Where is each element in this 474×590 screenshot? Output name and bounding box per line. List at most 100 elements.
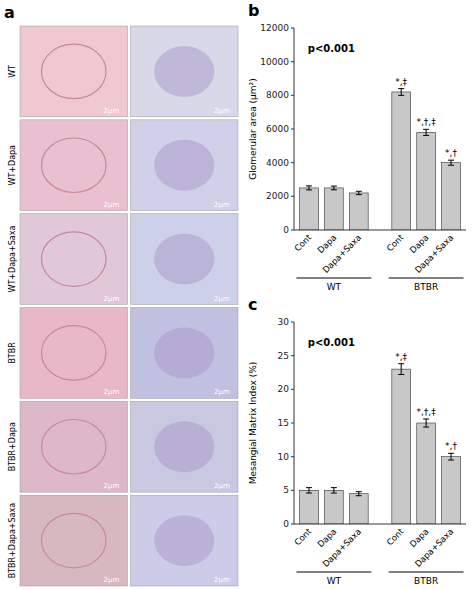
- blob: [154, 140, 214, 191]
- error-stem: [451, 453, 452, 460]
- scale-bar-label: 2μm: [104, 576, 120, 584]
- error-cap: [448, 460, 454, 461]
- error-stem: [358, 492, 359, 496]
- image-cell: 2μm: [20, 26, 128, 117]
- group-line: [389, 278, 464, 279]
- error-stem: [426, 419, 427, 427]
- error-cap: [331, 493, 337, 494]
- y-tick-label: 0: [283, 519, 289, 529]
- error-bar: [423, 129, 429, 135]
- x-tick-label: Dapa: [408, 232, 431, 255]
- x-tick-label: Dapa: [408, 526, 431, 549]
- cell: [20, 26, 128, 117]
- error-cap: [356, 491, 362, 492]
- scale-bar-label: 2μm: [104, 295, 120, 303]
- bar: [300, 490, 319, 524]
- y-axis-label: Glomerular area (μm²): [248, 78, 258, 179]
- bar: [300, 188, 319, 230]
- blob: [154, 515, 214, 566]
- error-cap: [448, 453, 454, 454]
- group-label: WT: [327, 282, 342, 292]
- error-stem: [333, 186, 334, 190]
- blob: [154, 327, 214, 378]
- blob: [154, 234, 214, 285]
- image-cell: 2μm: [131, 214, 239, 305]
- cell: [20, 495, 128, 586]
- cell: [20, 120, 128, 211]
- outline: [42, 232, 107, 287]
- figure: aWT2μm2μmWT+Dapa2μm2μmWT+Dapa+Saxa2μm2μm…: [0, 0, 474, 590]
- annotation: *,†: [445, 148, 457, 158]
- x-tick-label: Dapa+Saxa: [321, 232, 364, 275]
- x-axis: [294, 524, 466, 525]
- annotation: *,†,‡: [416, 407, 436, 417]
- error-cap: [423, 129, 429, 130]
- error-bar: [448, 453, 454, 460]
- bar: [442, 457, 461, 524]
- bar: [392, 92, 411, 230]
- scale-bar-label: 2μm: [104, 482, 120, 490]
- error-stem: [426, 129, 427, 135]
- image-cell: 2μm: [20, 120, 128, 211]
- panel-label: c: [248, 295, 257, 314]
- image-cell: 2μm: [131, 120, 239, 211]
- outline: [42, 420, 107, 475]
- y-tick-label: 12000: [260, 23, 289, 33]
- scale-bar-label: 2μm: [214, 295, 230, 303]
- x-tick-label: Cont: [384, 526, 406, 548]
- x-tick-label: Cont: [292, 232, 314, 254]
- y-tick-label: 15: [278, 418, 289, 428]
- x-tick-label: Dapa+Saxa: [413, 232, 456, 275]
- bar: [325, 490, 344, 524]
- row-label: WT+Dapa+Saxa: [8, 226, 17, 293]
- error-cap: [398, 374, 404, 375]
- error-bar: [423, 419, 429, 427]
- annotation: *,‡: [395, 77, 407, 87]
- error-cap: [331, 189, 337, 190]
- error-bar: [448, 160, 454, 165]
- error-bar: [306, 186, 312, 190]
- bar: [417, 423, 436, 524]
- title: p<0.001: [308, 337, 355, 348]
- y-axis: [294, 322, 295, 524]
- y-axis: [294, 28, 295, 230]
- error-cap: [448, 165, 454, 166]
- cell: [131, 495, 239, 586]
- annotation: *,†: [445, 441, 457, 451]
- error-stem: [401, 89, 402, 96]
- error-stem: [401, 364, 402, 375]
- bar: [392, 369, 411, 524]
- group-line: [296, 572, 371, 573]
- error-cap: [448, 160, 454, 161]
- bar: [417, 132, 436, 230]
- x-tick-label: Cont: [384, 232, 406, 254]
- error-cap: [398, 88, 404, 89]
- x-tick-label: Dapa: [315, 232, 338, 255]
- image-cell: 2μm: [20, 495, 128, 586]
- group-label: WT: [327, 576, 342, 586]
- y-tick-label: 10000: [260, 57, 289, 67]
- group-label: BTBR: [414, 282, 438, 292]
- error-bar: [356, 191, 362, 194]
- error-stem: [358, 191, 359, 194]
- title: p<0.001: [308, 43, 355, 54]
- error-bar: [306, 488, 312, 493]
- y-tick-label: 2000: [266, 191, 289, 201]
- cell: [131, 214, 239, 305]
- error-cap: [306, 487, 312, 488]
- error-bar: [398, 364, 404, 375]
- y-tick-label: 4000: [266, 158, 289, 168]
- scale-bar-label: 2μm: [104, 107, 120, 115]
- y-tick-label: 6000: [266, 124, 289, 134]
- image-cell: 2μm: [20, 401, 128, 492]
- group-line: [389, 572, 464, 573]
- error-bar: [331, 186, 337, 190]
- error-cap: [306, 189, 312, 190]
- bar: [349, 494, 368, 524]
- error-cap: [331, 186, 337, 187]
- row-label: BTBR+Dapa: [8, 422, 17, 471]
- image-cell: 2μm: [131, 26, 239, 117]
- error-cap: [423, 427, 429, 428]
- row-label: BTBR: [8, 342, 17, 364]
- error-cap: [306, 185, 312, 186]
